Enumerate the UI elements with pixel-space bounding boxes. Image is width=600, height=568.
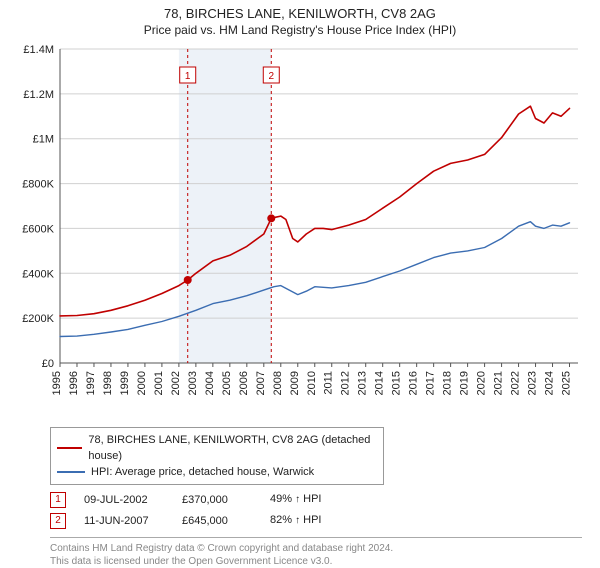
svg-text:2018: 2018 xyxy=(442,371,454,395)
svg-text:2006: 2006 xyxy=(238,371,250,395)
svg-text:2014: 2014 xyxy=(374,371,386,395)
sale-row-2: 2 11-JUN-2007 £645,000 82% ↑ HPI xyxy=(50,510,582,531)
legend-label-property: 78, BIRCHES LANE, KENILWORTH, CV8 2AG (d… xyxy=(88,432,377,464)
svg-text:2023: 2023 xyxy=(527,371,539,395)
sale-price-2: £645,000 xyxy=(182,511,252,531)
legend-swatch-property xyxy=(57,447,82,449)
svg-text:2007: 2007 xyxy=(255,371,267,395)
legend-box: 78, BIRCHES LANE, KENILWORTH, CV8 2AG (d… xyxy=(50,427,384,485)
svg-text:£800K: £800K xyxy=(22,179,54,191)
svg-text:2019: 2019 xyxy=(459,371,471,395)
up-arrow-icon: ↑ xyxy=(295,515,300,526)
svg-text:1997: 1997 xyxy=(85,371,97,395)
chart-plot-area: £0 £200K £400K £600K £800K £1M £1.2M £1.4M 1995 1… xyxy=(12,43,588,423)
chart-subtitle: Price paid vs. HM Land Registry's House … xyxy=(12,23,588,37)
footer-line2: This data is licensed under the Open Gov… xyxy=(50,555,582,568)
footer-line1: Contains HM Land Registry data © Crown c… xyxy=(50,542,582,555)
sale-date-1: 09-JUL-2002 xyxy=(84,490,164,510)
svg-text:2021: 2021 xyxy=(493,371,505,395)
svg-text:2: 2 xyxy=(268,71,274,82)
svg-text:2024: 2024 xyxy=(544,371,556,395)
svg-text:£400K: £400K xyxy=(22,268,54,280)
svg-text:2010: 2010 xyxy=(306,371,318,395)
sales-table: 1 09-JUL-2002 £370,000 49% ↑ HPI 2 11-JU… xyxy=(50,489,582,531)
svg-text:1995: 1995 xyxy=(51,371,63,395)
svg-text:2009: 2009 xyxy=(289,371,301,395)
svg-text:1: 1 xyxy=(185,71,191,82)
svg-text:1996: 1996 xyxy=(68,371,80,395)
svg-text:£1M: £1M xyxy=(33,134,54,146)
svg-text:2013: 2013 xyxy=(357,371,369,395)
footer-attribution: Contains HM Land Registry data © Crown c… xyxy=(50,537,582,568)
svg-text:2003: 2003 xyxy=(187,371,199,395)
svg-text:2001: 2001 xyxy=(153,371,165,395)
chart-svg: £0 £200K £400K £600K £800K £1M £1.2M £1.4M 1995 1… xyxy=(12,43,588,423)
svg-text:2011: 2011 xyxy=(323,371,335,395)
svg-text:2017: 2017 xyxy=(425,371,437,395)
svg-text:£600K: £600K xyxy=(22,223,54,235)
legend-label-hpi: HPI: Average price, detached house, Warw… xyxy=(91,464,314,480)
sale-hpi-2: 82% ↑ HPI xyxy=(270,510,322,531)
svg-text:2025: 2025 xyxy=(561,371,573,395)
svg-text:£0: £0 xyxy=(42,358,54,370)
svg-text:£1.4M: £1.4M xyxy=(23,44,54,56)
chart-title: 78, BIRCHES LANE, KENILWORTH, CV8 2AG xyxy=(12,6,588,21)
svg-text:2012: 2012 xyxy=(340,371,352,395)
legend-swatch-hpi xyxy=(57,471,85,473)
sale-badge-2: 2 xyxy=(50,513,66,529)
svg-text:2004: 2004 xyxy=(204,371,216,395)
svg-text:£200K: £200K xyxy=(22,313,54,325)
svg-text:2002: 2002 xyxy=(170,371,182,395)
sale-row-1: 1 09-JUL-2002 £370,000 49% ↑ HPI xyxy=(50,489,582,510)
sale-price-1: £370,000 xyxy=(182,490,252,510)
up-arrow-icon: ↑ xyxy=(295,494,300,505)
svg-text:2008: 2008 xyxy=(272,371,284,395)
svg-text:2022: 2022 xyxy=(510,371,522,395)
sale-hpi-1: 49% ↑ HPI xyxy=(270,489,322,510)
svg-text:2016: 2016 xyxy=(408,371,420,395)
svg-text:2015: 2015 xyxy=(391,371,403,395)
legend-item-hpi: HPI: Average price, detached house, Warw… xyxy=(57,464,377,480)
sale-badge-1: 1 xyxy=(50,492,66,508)
chart-container: 78, BIRCHES LANE, KENILWORTH, CV8 2AG Pr… xyxy=(0,0,600,560)
svg-text:2005: 2005 xyxy=(221,371,233,395)
sale-date-2: 11-JUN-2007 xyxy=(84,511,164,531)
svg-text:£1.2M: £1.2M xyxy=(23,89,54,101)
svg-text:1999: 1999 xyxy=(119,371,131,395)
svg-text:2020: 2020 xyxy=(476,371,488,395)
svg-text:1998: 1998 xyxy=(102,371,114,395)
legend-item-property: 78, BIRCHES LANE, KENILWORTH, CV8 2AG (d… xyxy=(57,432,377,464)
svg-text:2000: 2000 xyxy=(136,371,148,395)
